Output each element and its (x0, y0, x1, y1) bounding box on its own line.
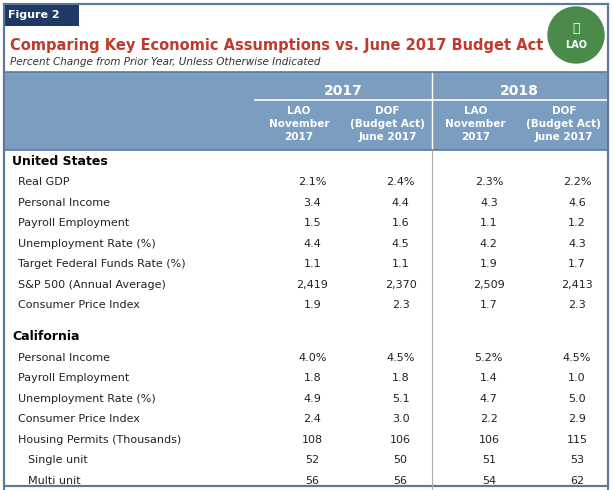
Text: 1.1: 1.1 (480, 218, 498, 228)
Text: 4.9: 4.9 (304, 394, 321, 404)
Text: 2.3%: 2.3% (475, 177, 503, 187)
Text: Multi unit: Multi unit (28, 476, 81, 486)
Text: Unemployment Rate (%): Unemployment Rate (%) (18, 239, 155, 249)
Text: 1.7: 1.7 (480, 300, 498, 310)
Text: 108: 108 (302, 435, 323, 445)
Text: 1.8: 1.8 (392, 373, 409, 383)
Text: 2017: 2017 (324, 84, 363, 98)
Text: 4.2: 4.2 (480, 239, 498, 249)
Text: 1.2: 1.2 (568, 218, 586, 228)
Text: 3.4: 3.4 (304, 198, 321, 208)
Text: 4.5%: 4.5% (563, 353, 591, 363)
Text: 4.5: 4.5 (392, 239, 409, 249)
Text: 1.1: 1.1 (392, 259, 409, 269)
Circle shape (548, 7, 604, 63)
Text: 1.9: 1.9 (480, 259, 498, 269)
Bar (4, 4, 79, 26)
Text: Payroll Employment: Payroll Employment (18, 373, 129, 383)
Text: 1.4: 1.4 (480, 373, 498, 383)
Text: LAO
November
2017: LAO November 2017 (446, 106, 506, 142)
Text: 1.0: 1.0 (569, 373, 586, 383)
Text: United States: United States (12, 154, 108, 168)
Text: Comparing Key Economic Assumptions vs. June 2017 Budget Act: Comparing Key Economic Assumptions vs. J… (10, 38, 543, 53)
Text: 2.4: 2.4 (304, 414, 321, 424)
Text: 4.7: 4.7 (480, 394, 498, 404)
Text: 5.1: 5.1 (392, 394, 409, 404)
Text: Payroll Employment: Payroll Employment (18, 218, 129, 228)
Text: 1.9: 1.9 (304, 300, 321, 310)
Text: 5.0: 5.0 (569, 394, 586, 404)
Text: Target Federal Funds Rate (%): Target Federal Funds Rate (%) (18, 259, 185, 269)
Text: 2,509: 2,509 (473, 280, 505, 290)
Text: 106: 106 (390, 435, 411, 445)
Text: 2,370: 2,370 (385, 280, 417, 290)
Text: 1.1: 1.1 (304, 259, 321, 269)
Text: 🏛: 🏛 (572, 22, 580, 34)
Text: DOF
(Budget Act)
June 2017: DOF (Budget Act) June 2017 (350, 106, 425, 142)
Text: 52: 52 (305, 455, 319, 465)
Text: 62: 62 (570, 476, 584, 486)
Text: 2.4%: 2.4% (386, 177, 415, 187)
Text: 51: 51 (482, 455, 496, 465)
Text: 115: 115 (567, 435, 588, 445)
Text: 1.6: 1.6 (392, 218, 409, 228)
Text: 53: 53 (570, 455, 584, 465)
Text: 106: 106 (479, 435, 499, 445)
Text: 4.6: 4.6 (568, 198, 586, 208)
Text: LAO: LAO (565, 40, 587, 50)
Text: 2.3: 2.3 (568, 300, 586, 310)
Text: 2.1%: 2.1% (298, 177, 327, 187)
Text: 2.2%: 2.2% (563, 177, 591, 187)
Text: Unemployment Rate (%): Unemployment Rate (%) (18, 394, 155, 404)
Text: 4.3: 4.3 (568, 239, 586, 249)
Text: 50: 50 (394, 455, 408, 465)
Text: 3.0: 3.0 (392, 414, 409, 424)
Text: Personal Income: Personal Income (18, 353, 110, 363)
Text: S&P 500 (Annual Average): S&P 500 (Annual Average) (18, 280, 166, 290)
Text: 4.4: 4.4 (392, 198, 409, 208)
Text: 4.5%: 4.5% (386, 353, 415, 363)
Text: LAO
November
2017: LAO November 2017 (269, 106, 329, 142)
Text: 56: 56 (305, 476, 319, 486)
Bar (4, 72, 608, 150)
Text: Real GDP: Real GDP (18, 177, 70, 187)
Text: DOF
(Budget Act)
June 2017: DOF (Budget Act) June 2017 (526, 106, 602, 142)
Text: 4.4: 4.4 (304, 239, 321, 249)
Text: 2,419: 2,419 (296, 280, 328, 290)
Text: 5.2%: 5.2% (475, 353, 503, 363)
Text: 2018: 2018 (501, 84, 539, 98)
Text: Figure 2: Figure 2 (8, 10, 59, 20)
Text: Personal Income: Personal Income (18, 198, 110, 208)
Text: California: California (12, 330, 80, 343)
Text: Housing Permits (Thousands): Housing Permits (Thousands) (18, 435, 181, 445)
Text: Consumer Price Index: Consumer Price Index (18, 300, 140, 310)
Text: 2.2: 2.2 (480, 414, 498, 424)
Text: 1.8: 1.8 (304, 373, 321, 383)
Text: 2.9: 2.9 (568, 414, 586, 424)
Text: 2.3: 2.3 (392, 300, 409, 310)
Text: Single unit: Single unit (28, 455, 88, 465)
Text: Percent Change from Prior Year, Unless Otherwise Indicated: Percent Change from Prior Year, Unless O… (10, 57, 321, 67)
Text: 2,413: 2,413 (561, 280, 593, 290)
Text: 4.3: 4.3 (480, 198, 498, 208)
Text: 56: 56 (394, 476, 408, 486)
Text: 1.7: 1.7 (568, 259, 586, 269)
Text: 1.5: 1.5 (304, 218, 321, 228)
Text: Consumer Price Index: Consumer Price Index (18, 414, 140, 424)
Text: 54: 54 (482, 476, 496, 486)
Text: 4.0%: 4.0% (298, 353, 327, 363)
